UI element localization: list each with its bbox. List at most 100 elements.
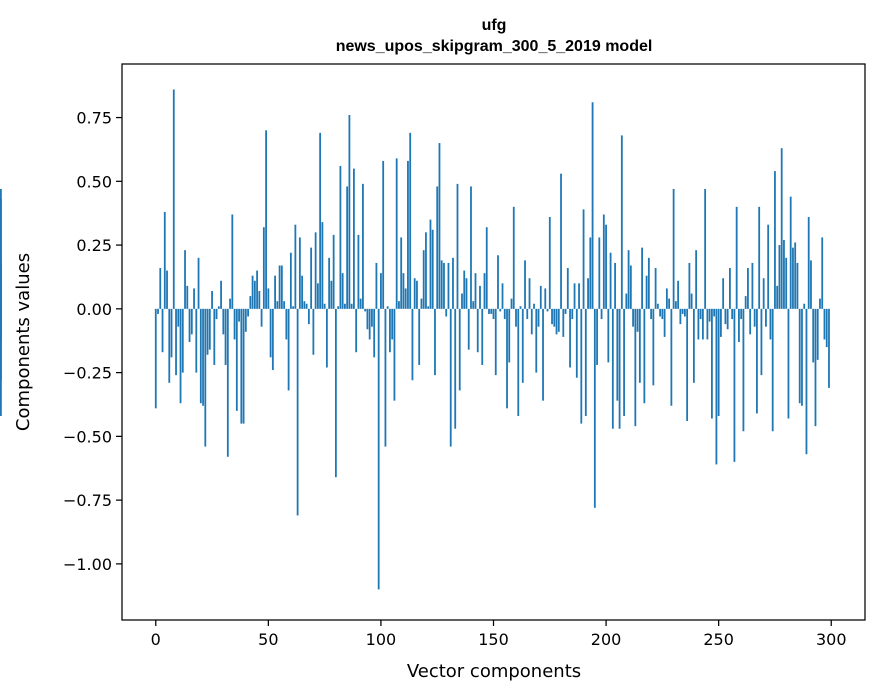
bar-component-97 [373, 308, 376, 358]
bar-component-76 [325, 308, 328, 368]
bar-component-107 [395, 158, 398, 309]
bar-component-111 [404, 288, 407, 309]
bar-component-26 [213, 308, 216, 365]
bar-component-153 [499, 308, 502, 312]
y-tick-label: −1.00 [63, 555, 112, 574]
bar-component-10 [177, 308, 180, 327]
bar-component-168 [533, 303, 535, 309]
bar-component-129 [445, 308, 448, 317]
bar-component-171 [539, 285, 542, 309]
bar-component-294 [816, 308, 819, 360]
bar-component-110 [402, 273, 405, 309]
bar-component-218 [645, 275, 648, 309]
bar-component-136 [461, 293, 463, 309]
bar-component-255 [729, 268, 731, 309]
bar-component-60 [289, 252, 292, 309]
bar-component-17 [193, 288, 195, 309]
bar-component-8 [172, 89, 175, 309]
bar-component-32 [226, 308, 229, 457]
bar-component-225 [661, 308, 664, 320]
bar-component-126 [438, 143, 441, 309]
bar-component-279 [783, 239, 785, 309]
bar-component-57 [283, 301, 286, 309]
bar-component-257 [733, 308, 736, 462]
bar-component-14 [186, 285, 189, 309]
bar-component-164 [524, 260, 526, 309]
bar-component-170 [537, 308, 540, 327]
bar-component-172 [542, 308, 544, 401]
bar-component-209 [625, 293, 628, 309]
bar-component-205 [616, 308, 619, 401]
bar-component-236 [686, 308, 689, 422]
bar-component-161 [517, 308, 520, 416]
bar-component-85 [346, 186, 349, 309]
bar-component-23 [206, 308, 209, 355]
bar-component-245 [706, 308, 709, 340]
bar-component-75 [323, 303, 326, 309]
bar-component-112 [407, 160, 409, 309]
bar-component-242 [699, 308, 702, 320]
bar-component-3 [161, 308, 164, 353]
bar-component-253 [724, 308, 727, 325]
bar-component-196 [596, 308, 598, 365]
bar-component-200 [605, 224, 607, 309]
bar-component-160 [515, 308, 517, 327]
bar-component-270 [762, 278, 765, 309]
bar-component-127 [440, 260, 443, 309]
bar-component-134 [456, 183, 459, 309]
bar-component-53 [274, 275, 276, 309]
bar-component-6 [168, 308, 171, 383]
bar-component-141 [472, 301, 475, 309]
bar-component-174 [546, 308, 549, 312]
bar-component-77 [328, 257, 331, 309]
bar-component-106 [393, 308, 396, 401]
bar-component-103 [386, 306, 389, 309]
bar-component-116 [416, 280, 418, 309]
bar-component-198 [600, 308, 603, 320]
bar-component-221 [652, 308, 655, 386]
bar-component-191 [584, 308, 587, 416]
bar-component-273 [769, 308, 772, 340]
bar-component-118 [420, 298, 423, 309]
bar-component-267 [756, 308, 758, 414]
bar-component-208 [623, 308, 625, 416]
bar-component-199 [602, 214, 605, 309]
bar-component-214 [636, 308, 639, 332]
bar-component-38 [240, 308, 243, 424]
y-axis-label: Components values [13, 253, 34, 431]
bar-component-276 [776, 285, 779, 309]
bar-component-281 [787, 308, 790, 419]
bar-component-54 [276, 301, 279, 309]
bar-component-43 [251, 275, 254, 309]
chart-title: ufg [482, 17, 507, 34]
bar-component-173 [544, 288, 547, 309]
bar-component-50 [267, 288, 270, 309]
bar-component-101 [382, 160, 385, 309]
bar-component-70 [312, 308, 315, 355]
bar-component-29 [220, 280, 222, 309]
bar-component-undefined [0, 308, 2, 320]
bar-component-159 [512, 206, 515, 309]
bar-component-139 [467, 308, 470, 350]
bar-component-239 [692, 308, 695, 383]
bar-component-238 [690, 293, 693, 309]
bar-component-233 [679, 308, 682, 325]
bar-component-285 [796, 262, 799, 309]
bar-component-156 [506, 308, 508, 409]
y-tick-label: 0.25 [76, 236, 112, 255]
x-tick-label: 150 [478, 630, 509, 649]
bar-component-65 [301, 275, 304, 309]
y-tick-label: 0.50 [76, 172, 112, 191]
bar-component-229 [670, 308, 673, 406]
bar-component-92 [362, 183, 364, 309]
bar-component-59 [287, 308, 290, 391]
bar-component-66 [303, 301, 306, 309]
bar-component-44 [253, 280, 256, 309]
bar-component-180 [560, 173, 562, 309]
bar-component-298 [825, 308, 828, 348]
bar-component-216 [641, 247, 643, 309]
x-tick-label: 200 [591, 630, 622, 649]
bar-component-113 [409, 132, 412, 309]
bar-component-63 [296, 308, 299, 516]
bar-component-169 [535, 308, 538, 373]
